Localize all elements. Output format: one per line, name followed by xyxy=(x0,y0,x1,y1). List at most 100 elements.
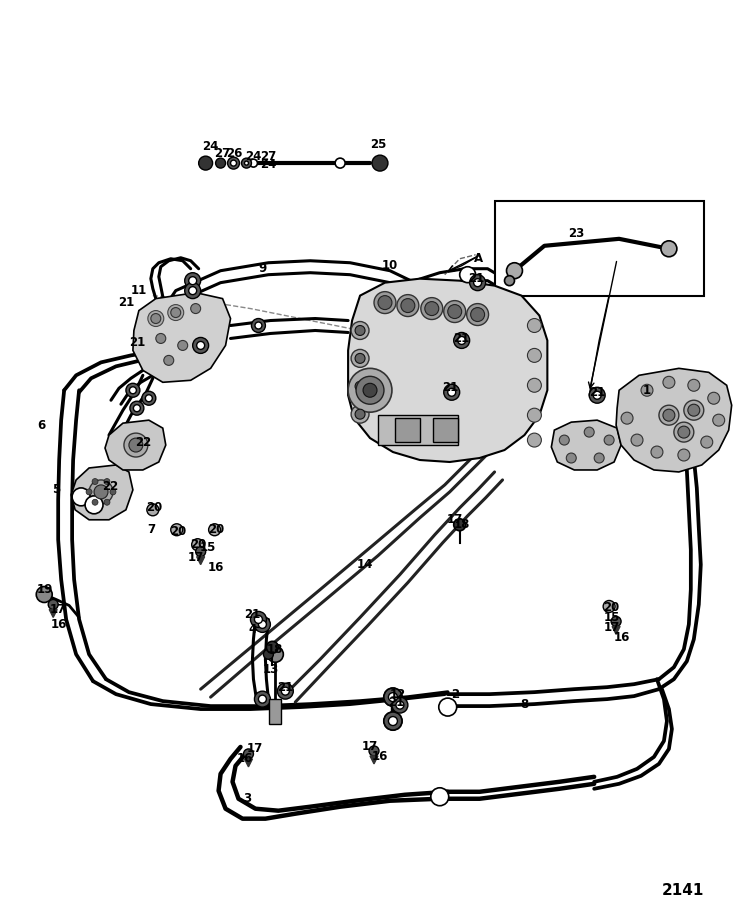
Text: 20: 20 xyxy=(190,538,207,551)
Text: 20: 20 xyxy=(146,501,162,514)
Circle shape xyxy=(700,436,712,448)
Bar xyxy=(269,699,281,724)
Circle shape xyxy=(85,496,103,514)
Circle shape xyxy=(663,409,675,421)
Circle shape xyxy=(678,450,690,461)
Circle shape xyxy=(94,485,108,498)
Circle shape xyxy=(209,523,220,535)
Circle shape xyxy=(146,395,152,402)
Circle shape xyxy=(396,701,404,709)
Circle shape xyxy=(355,354,365,364)
Text: 1: 1 xyxy=(643,384,651,397)
Text: 6: 6 xyxy=(37,419,45,432)
Circle shape xyxy=(631,434,643,446)
Circle shape xyxy=(375,158,385,168)
Text: 21: 21 xyxy=(454,332,470,345)
Polygon shape xyxy=(50,609,57,617)
Circle shape xyxy=(688,404,700,416)
Text: 23: 23 xyxy=(568,227,584,240)
Circle shape xyxy=(621,413,633,425)
Text: 21: 21 xyxy=(589,386,605,399)
Circle shape xyxy=(124,433,148,457)
Circle shape xyxy=(374,292,396,314)
Circle shape xyxy=(134,404,140,412)
Circle shape xyxy=(384,712,402,730)
Text: 21: 21 xyxy=(244,608,260,621)
Circle shape xyxy=(142,391,156,405)
Text: 21: 21 xyxy=(118,296,134,309)
Circle shape xyxy=(355,381,365,391)
Text: 5: 5 xyxy=(52,484,60,497)
Circle shape xyxy=(566,453,576,463)
Circle shape xyxy=(603,601,615,613)
Circle shape xyxy=(351,350,369,367)
Text: 20: 20 xyxy=(603,601,619,614)
Circle shape xyxy=(527,348,542,363)
Bar xyxy=(395,418,420,442)
Circle shape xyxy=(355,326,365,335)
Text: 4: 4 xyxy=(248,623,256,636)
Circle shape xyxy=(151,314,160,324)
Text: 20: 20 xyxy=(170,525,187,538)
Circle shape xyxy=(474,279,482,287)
Circle shape xyxy=(92,499,98,505)
Text: 20: 20 xyxy=(209,523,225,536)
Circle shape xyxy=(388,692,398,701)
Circle shape xyxy=(148,310,164,327)
Text: 3: 3 xyxy=(244,792,251,805)
Circle shape xyxy=(397,294,418,317)
Polygon shape xyxy=(244,759,253,767)
Circle shape xyxy=(444,384,460,401)
Circle shape xyxy=(448,389,456,396)
Circle shape xyxy=(351,378,369,395)
Text: 8: 8 xyxy=(520,698,529,711)
Circle shape xyxy=(244,749,254,759)
Circle shape xyxy=(250,159,257,167)
Text: 18: 18 xyxy=(454,519,470,532)
Circle shape xyxy=(466,304,488,326)
Text: 21: 21 xyxy=(129,336,145,349)
Text: 21: 21 xyxy=(278,680,293,694)
Circle shape xyxy=(215,158,226,168)
Circle shape xyxy=(110,489,116,495)
Circle shape xyxy=(254,617,271,632)
Text: 17: 17 xyxy=(50,603,66,616)
Circle shape xyxy=(348,368,392,413)
Circle shape xyxy=(421,297,442,319)
Circle shape xyxy=(196,546,206,557)
Text: 22: 22 xyxy=(102,480,118,494)
Text: 18: 18 xyxy=(267,642,284,656)
Circle shape xyxy=(593,391,602,400)
Circle shape xyxy=(351,321,369,340)
Circle shape xyxy=(506,263,523,279)
Circle shape xyxy=(48,599,58,609)
Circle shape xyxy=(92,478,98,485)
Circle shape xyxy=(527,318,542,332)
Text: 16: 16 xyxy=(236,752,253,765)
Text: 2: 2 xyxy=(451,688,459,701)
Circle shape xyxy=(369,746,379,756)
Circle shape xyxy=(244,162,248,165)
Circle shape xyxy=(189,287,196,294)
Circle shape xyxy=(227,157,239,169)
Circle shape xyxy=(372,155,388,171)
Circle shape xyxy=(189,277,196,284)
Polygon shape xyxy=(133,293,230,382)
Text: 24: 24 xyxy=(260,158,277,171)
Circle shape xyxy=(641,384,653,396)
Circle shape xyxy=(401,299,415,313)
Text: 22: 22 xyxy=(135,436,151,449)
Polygon shape xyxy=(370,756,378,764)
Text: 19: 19 xyxy=(37,583,53,596)
Circle shape xyxy=(351,405,369,423)
Circle shape xyxy=(439,698,457,716)
Circle shape xyxy=(193,338,208,354)
Circle shape xyxy=(192,539,204,551)
Text: 17: 17 xyxy=(604,621,620,634)
Circle shape xyxy=(72,488,90,506)
Circle shape xyxy=(594,453,604,463)
Circle shape xyxy=(527,433,542,447)
Circle shape xyxy=(688,379,700,391)
Polygon shape xyxy=(348,279,548,462)
Circle shape xyxy=(430,788,448,806)
